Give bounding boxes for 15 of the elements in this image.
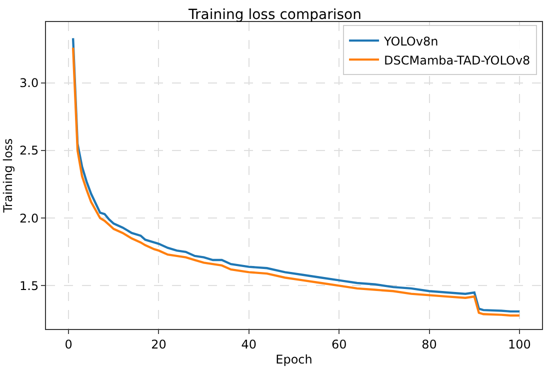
- x-axis-title: Epoch: [276, 352, 312, 366]
- x-tick-label: 40: [241, 337, 257, 352]
- legend-label: DSCMamba-TAD-YOLOv8: [384, 53, 530, 68]
- x-tick-label: 20: [151, 337, 166, 352]
- legend-label: YOLOv8n: [383, 34, 438, 48]
- y-axis-title: Training loss: [0, 138, 15, 214]
- y-tick-label: 2.0: [20, 211, 39, 226]
- y-tick-label: 3.0: [20, 76, 39, 90]
- chart-title: Training loss comparison: [188, 7, 362, 24]
- y-tick-label: 1.5: [20, 278, 39, 293]
- y-tick-label: 2.5: [20, 144, 39, 158]
- x-tick-label: 80: [422, 337, 437, 352]
- x-tick-label: 60: [331, 337, 347, 352]
- x-tick-label: 100: [508, 337, 531, 352]
- x-tick-label: 0: [64, 337, 72, 352]
